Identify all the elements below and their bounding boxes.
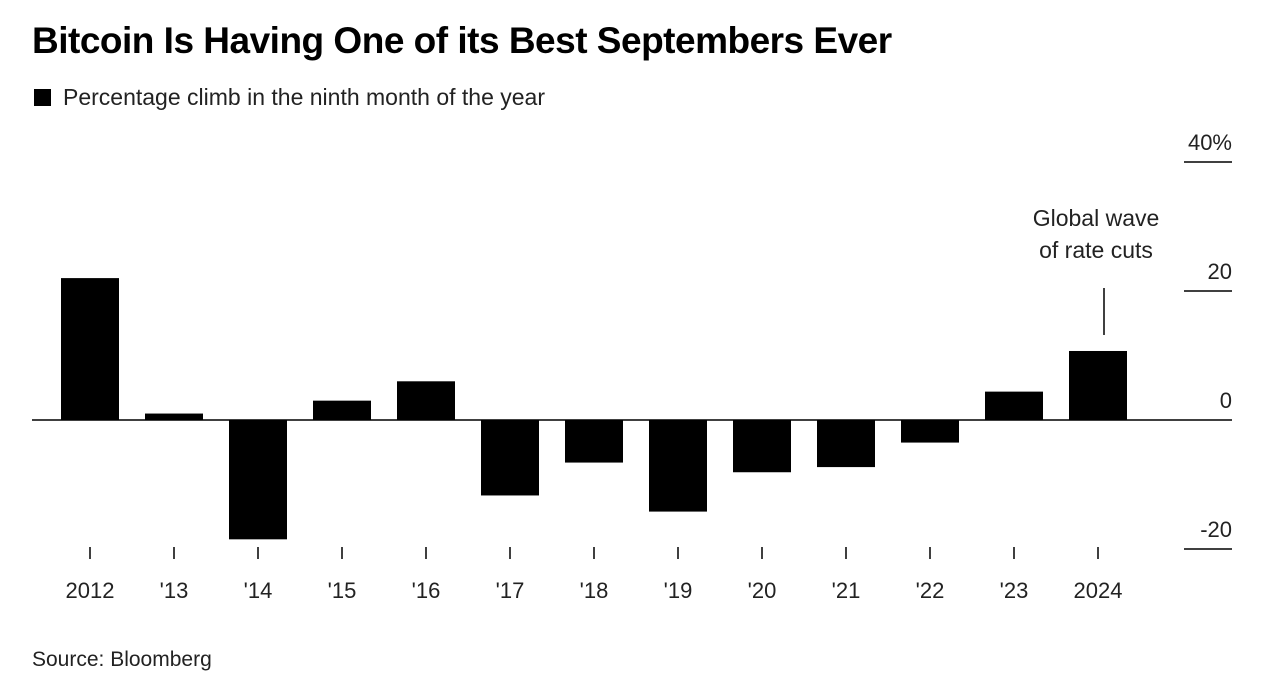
bar	[397, 381, 455, 420]
y-tick-label: 40%	[1188, 130, 1232, 155]
y-tick-label: -20	[1200, 517, 1232, 542]
legend-swatch	[34, 89, 51, 106]
bar	[1069, 350, 1127, 420]
bar	[817, 420, 875, 468]
x-tick-label: '20	[748, 578, 777, 603]
y-tick-label: 20	[1208, 259, 1232, 284]
bar	[481, 420, 539, 496]
bars-group	[61, 278, 1127, 540]
chart-title: Bitcoin Is Having One of its Best Septem…	[32, 20, 892, 61]
x-tick-label: '15	[328, 578, 357, 603]
bar-chart: -20 0 20 40% 2012 '13 '14 '15 '16 '17 '18 '19 '20 '2…	[32, 130, 1232, 603]
bar	[733, 420, 791, 473]
bar	[145, 413, 203, 420]
x-tick-label: '21	[832, 578, 861, 603]
annotation-text: Global wave of rate cuts	[1033, 205, 1160, 263]
x-tick-label: 2024	[1074, 578, 1123, 603]
legend-label: Percentage climb in the ninth month of t…	[63, 84, 546, 110]
bar	[985, 391, 1043, 420]
x-tick-label: 2012	[66, 578, 115, 603]
bar	[901, 420, 959, 443]
x-tick-label: '16	[412, 578, 441, 603]
legend: Percentage climb in the ninth month of t…	[34, 84, 545, 111]
bar	[313, 400, 371, 420]
y-tick-label: 0	[1220, 388, 1232, 413]
x-tick-label: '23	[1000, 578, 1029, 603]
x-tick-label: '18	[580, 578, 609, 603]
x-tick-label: '14	[244, 578, 273, 603]
bar	[649, 420, 707, 512]
x-tick-label: '13	[160, 578, 189, 603]
y-axis: -20 0 20 40%	[1184, 130, 1232, 550]
x-axis: 2012 '13 '14 '15 '16 '17 '18 '19 '20 '21 '22 '23 202…	[66, 547, 1123, 603]
x-tick-label: '19	[664, 578, 693, 603]
bar	[565, 420, 623, 463]
bar	[229, 420, 287, 540]
bar	[61, 278, 119, 420]
source-note: Source: Bloomberg	[32, 648, 212, 671]
x-tick-label: '17	[496, 578, 525, 603]
annotations-group: Global wave of rate cuts	[1033, 205, 1160, 335]
x-tick-label: '22	[916, 578, 945, 603]
